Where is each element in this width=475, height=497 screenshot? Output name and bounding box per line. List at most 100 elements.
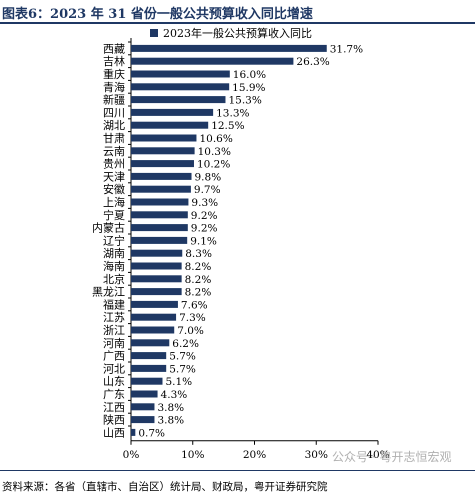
category-label: 辽宁 — [103, 233, 125, 247]
data-label: 15.3% — [228, 95, 261, 107]
x-tick-label: 20% — [243, 449, 266, 461]
bar — [131, 147, 195, 155]
category-label: 四川 — [103, 106, 125, 119]
category-label: 内蒙古 — [92, 221, 125, 235]
data-label: 7.3% — [179, 312, 206, 324]
category-label: 陕西 — [103, 413, 125, 427]
data-label: 4.3% — [161, 389, 188, 401]
x-tick-label: 30% — [305, 449, 328, 461]
category-label: 吉林 — [103, 54, 125, 68]
bar — [131, 172, 192, 180]
bar — [131, 211, 188, 219]
category-label: 湖南 — [103, 247, 125, 260]
bar — [131, 224, 188, 232]
data-label: 5.7% — [169, 363, 196, 375]
data-label: 12.5% — [211, 120, 244, 132]
category-label: 江西 — [103, 401, 125, 414]
x-tick-label: 0% — [123, 449, 140, 461]
category-label: 上海 — [103, 195, 125, 209]
category-label: 安徽 — [103, 182, 125, 196]
data-label: 8.2% — [185, 261, 212, 273]
legend-label: 2023年一般公共预算收入同比 — [163, 26, 312, 40]
bar — [131, 236, 188, 244]
bar — [131, 134, 197, 142]
data-label: 16.0% — [233, 69, 266, 81]
data-label: 9.2% — [191, 210, 218, 222]
data-label: 3.8% — [157, 415, 184, 427]
category-label: 贵州 — [103, 158, 125, 171]
category-label: 山西 — [103, 426, 125, 439]
category-label: 青海 — [103, 80, 125, 94]
data-label: 7.6% — [181, 299, 208, 311]
data-label: 6.2% — [172, 338, 199, 350]
bar — [131, 313, 177, 321]
bar — [131, 428, 136, 436]
data-label: 5.7% — [169, 351, 196, 363]
bar — [131, 108, 214, 116]
bar — [131, 390, 158, 398]
data-label: 0.7% — [138, 427, 165, 439]
category-label: 福建 — [103, 297, 125, 311]
category-label: 河南 — [103, 337, 125, 350]
category-label: 山东 — [103, 375, 125, 388]
bar — [131, 121, 209, 129]
category-label: 云南 — [103, 145, 125, 158]
source-bar: 资料来源：各省（直辖市、自治区）统计局、财政局，粤开证券研究院 — [0, 470, 475, 497]
data-label: 10.6% — [199, 133, 232, 145]
watermark: 公众号 · 粤开志恒宏观 — [332, 450, 452, 464]
category-label: 天津 — [103, 170, 125, 183]
data-label: 5.1% — [165, 376, 192, 388]
category-label: 广东 — [103, 388, 125, 401]
data-label: 15.9% — [232, 82, 265, 94]
data-label: 8.2% — [185, 287, 212, 299]
bar — [131, 160, 194, 168]
bar — [131, 185, 191, 193]
bar — [131, 57, 294, 65]
x-tick-label: 40% — [366, 449, 389, 461]
bar — [131, 300, 178, 308]
bar — [131, 403, 155, 411]
data-label: 10.3% — [198, 146, 231, 158]
category-label: 宁夏 — [103, 208, 125, 222]
category-label: 新疆 — [103, 93, 125, 107]
legend-swatch — [150, 29, 158, 37]
category-label: 北京 — [103, 272, 125, 286]
bar — [131, 96, 226, 104]
category-label: 河北 — [103, 362, 125, 375]
category-label: 西藏 — [103, 42, 125, 55]
bar — [131, 198, 189, 206]
category-label: 湖北 — [103, 119, 125, 132]
data-label: 3.8% — [157, 402, 184, 414]
data-label: 9.3% — [191, 197, 218, 209]
data-label: 7.0% — [177, 325, 204, 337]
bar — [131, 326, 175, 334]
bar — [131, 262, 182, 270]
data-label: 9.1% — [190, 235, 217, 247]
bar — [131, 275, 182, 283]
data-label: 8.2% — [185, 274, 212, 286]
category-label: 江苏 — [103, 311, 125, 324]
figure-title-bar: 图表6：2023 年 31 省份一般公共预算收入同比增速 — [0, 0, 475, 24]
bar — [131, 70, 230, 78]
bar — [131, 249, 183, 257]
category-label: 海南 — [103, 259, 125, 273]
bar — [131, 377, 163, 385]
category-label: 重庆 — [103, 67, 125, 81]
bar — [131, 352, 167, 360]
data-label: 9.7% — [194, 184, 221, 196]
source-note: 资料来源：各省（直辖市、自治区）统计局、财政局，粤开证券研究院 — [2, 481, 328, 493]
data-label: 10.2% — [197, 159, 230, 171]
data-label: 9.2% — [191, 223, 218, 235]
data-label: 31.7% — [330, 43, 363, 55]
data-label: 13.3% — [216, 107, 249, 119]
category-label: 广西 — [103, 350, 125, 363]
bar — [131, 416, 155, 424]
bar — [131, 339, 170, 347]
x-tick-label: 10% — [181, 449, 204, 461]
data-label: 9.8% — [195, 171, 222, 183]
bar — [131, 288, 182, 296]
bar — [131, 44, 327, 52]
category-label: 黑龙江 — [92, 286, 125, 299]
figure-title: 图表6：2023 年 31 省份一般公共预算收入同比增速 — [2, 7, 313, 22]
